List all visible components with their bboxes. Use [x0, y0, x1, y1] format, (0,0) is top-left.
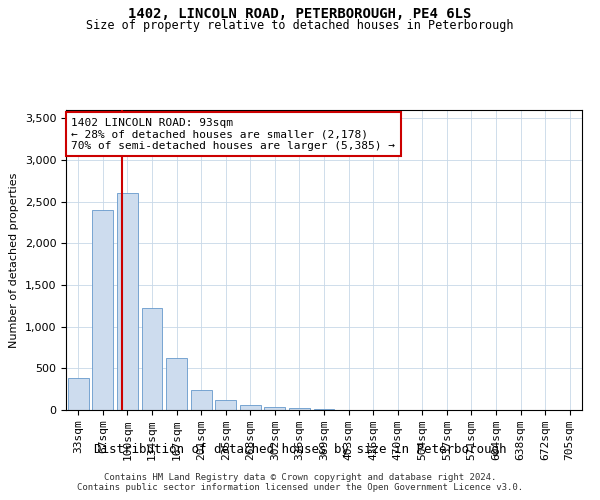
Y-axis label: Number of detached properties: Number of detached properties — [9, 172, 19, 348]
Text: Contains HM Land Registry data © Crown copyright and database right 2024.
Contai: Contains HM Land Registry data © Crown c… — [77, 472, 523, 492]
Bar — [92, 210, 113, 410]
Bar — [240, 404, 261, 410]
Text: 1402 LINCOLN ROAD: 93sqm
← 28% of detached houses are smaller (2,178)
70% of sem: 1402 LINCOLN ROAD: 93sqm ← 28% of detach… — [71, 118, 395, 150]
Bar — [166, 358, 187, 410]
Bar — [191, 390, 212, 410]
Text: Size of property relative to detached houses in Peterborough: Size of property relative to detached ho… — [86, 19, 514, 32]
Bar — [142, 308, 163, 410]
Text: 1402, LINCOLN ROAD, PETERBOROUGH, PE4 6LS: 1402, LINCOLN ROAD, PETERBOROUGH, PE4 6L… — [128, 8, 472, 22]
Bar — [68, 378, 89, 410]
Bar — [117, 194, 138, 410]
Bar — [289, 408, 310, 410]
Text: Distribution of detached houses by size in Peterborough: Distribution of detached houses by size … — [94, 442, 506, 456]
Bar — [265, 406, 286, 410]
Bar — [215, 400, 236, 410]
Bar — [314, 409, 334, 410]
